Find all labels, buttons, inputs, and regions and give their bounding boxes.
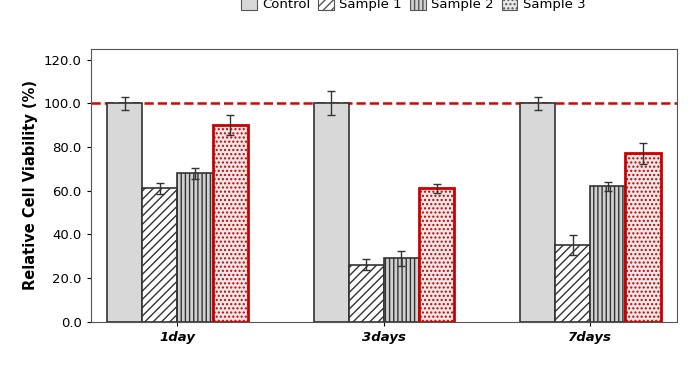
Bar bbox=[213, 125, 248, 322]
Bar bbox=[177, 173, 213, 322]
Bar bbox=[591, 186, 625, 322]
Bar bbox=[419, 188, 454, 322]
Y-axis label: Relative Cell Viability (%): Relative Cell Viability (%) bbox=[23, 80, 38, 290]
Legend: Control, Sample 1, Sample 2, Sample 3: Control, Sample 1, Sample 2, Sample 3 bbox=[239, 0, 588, 14]
Bar bbox=[142, 188, 177, 322]
Bar bbox=[555, 245, 591, 322]
Bar bbox=[107, 103, 142, 322]
Bar bbox=[349, 265, 384, 322]
Bar bbox=[625, 153, 660, 322]
Bar bbox=[384, 258, 419, 322]
Bar bbox=[313, 103, 349, 322]
Bar bbox=[520, 103, 555, 322]
